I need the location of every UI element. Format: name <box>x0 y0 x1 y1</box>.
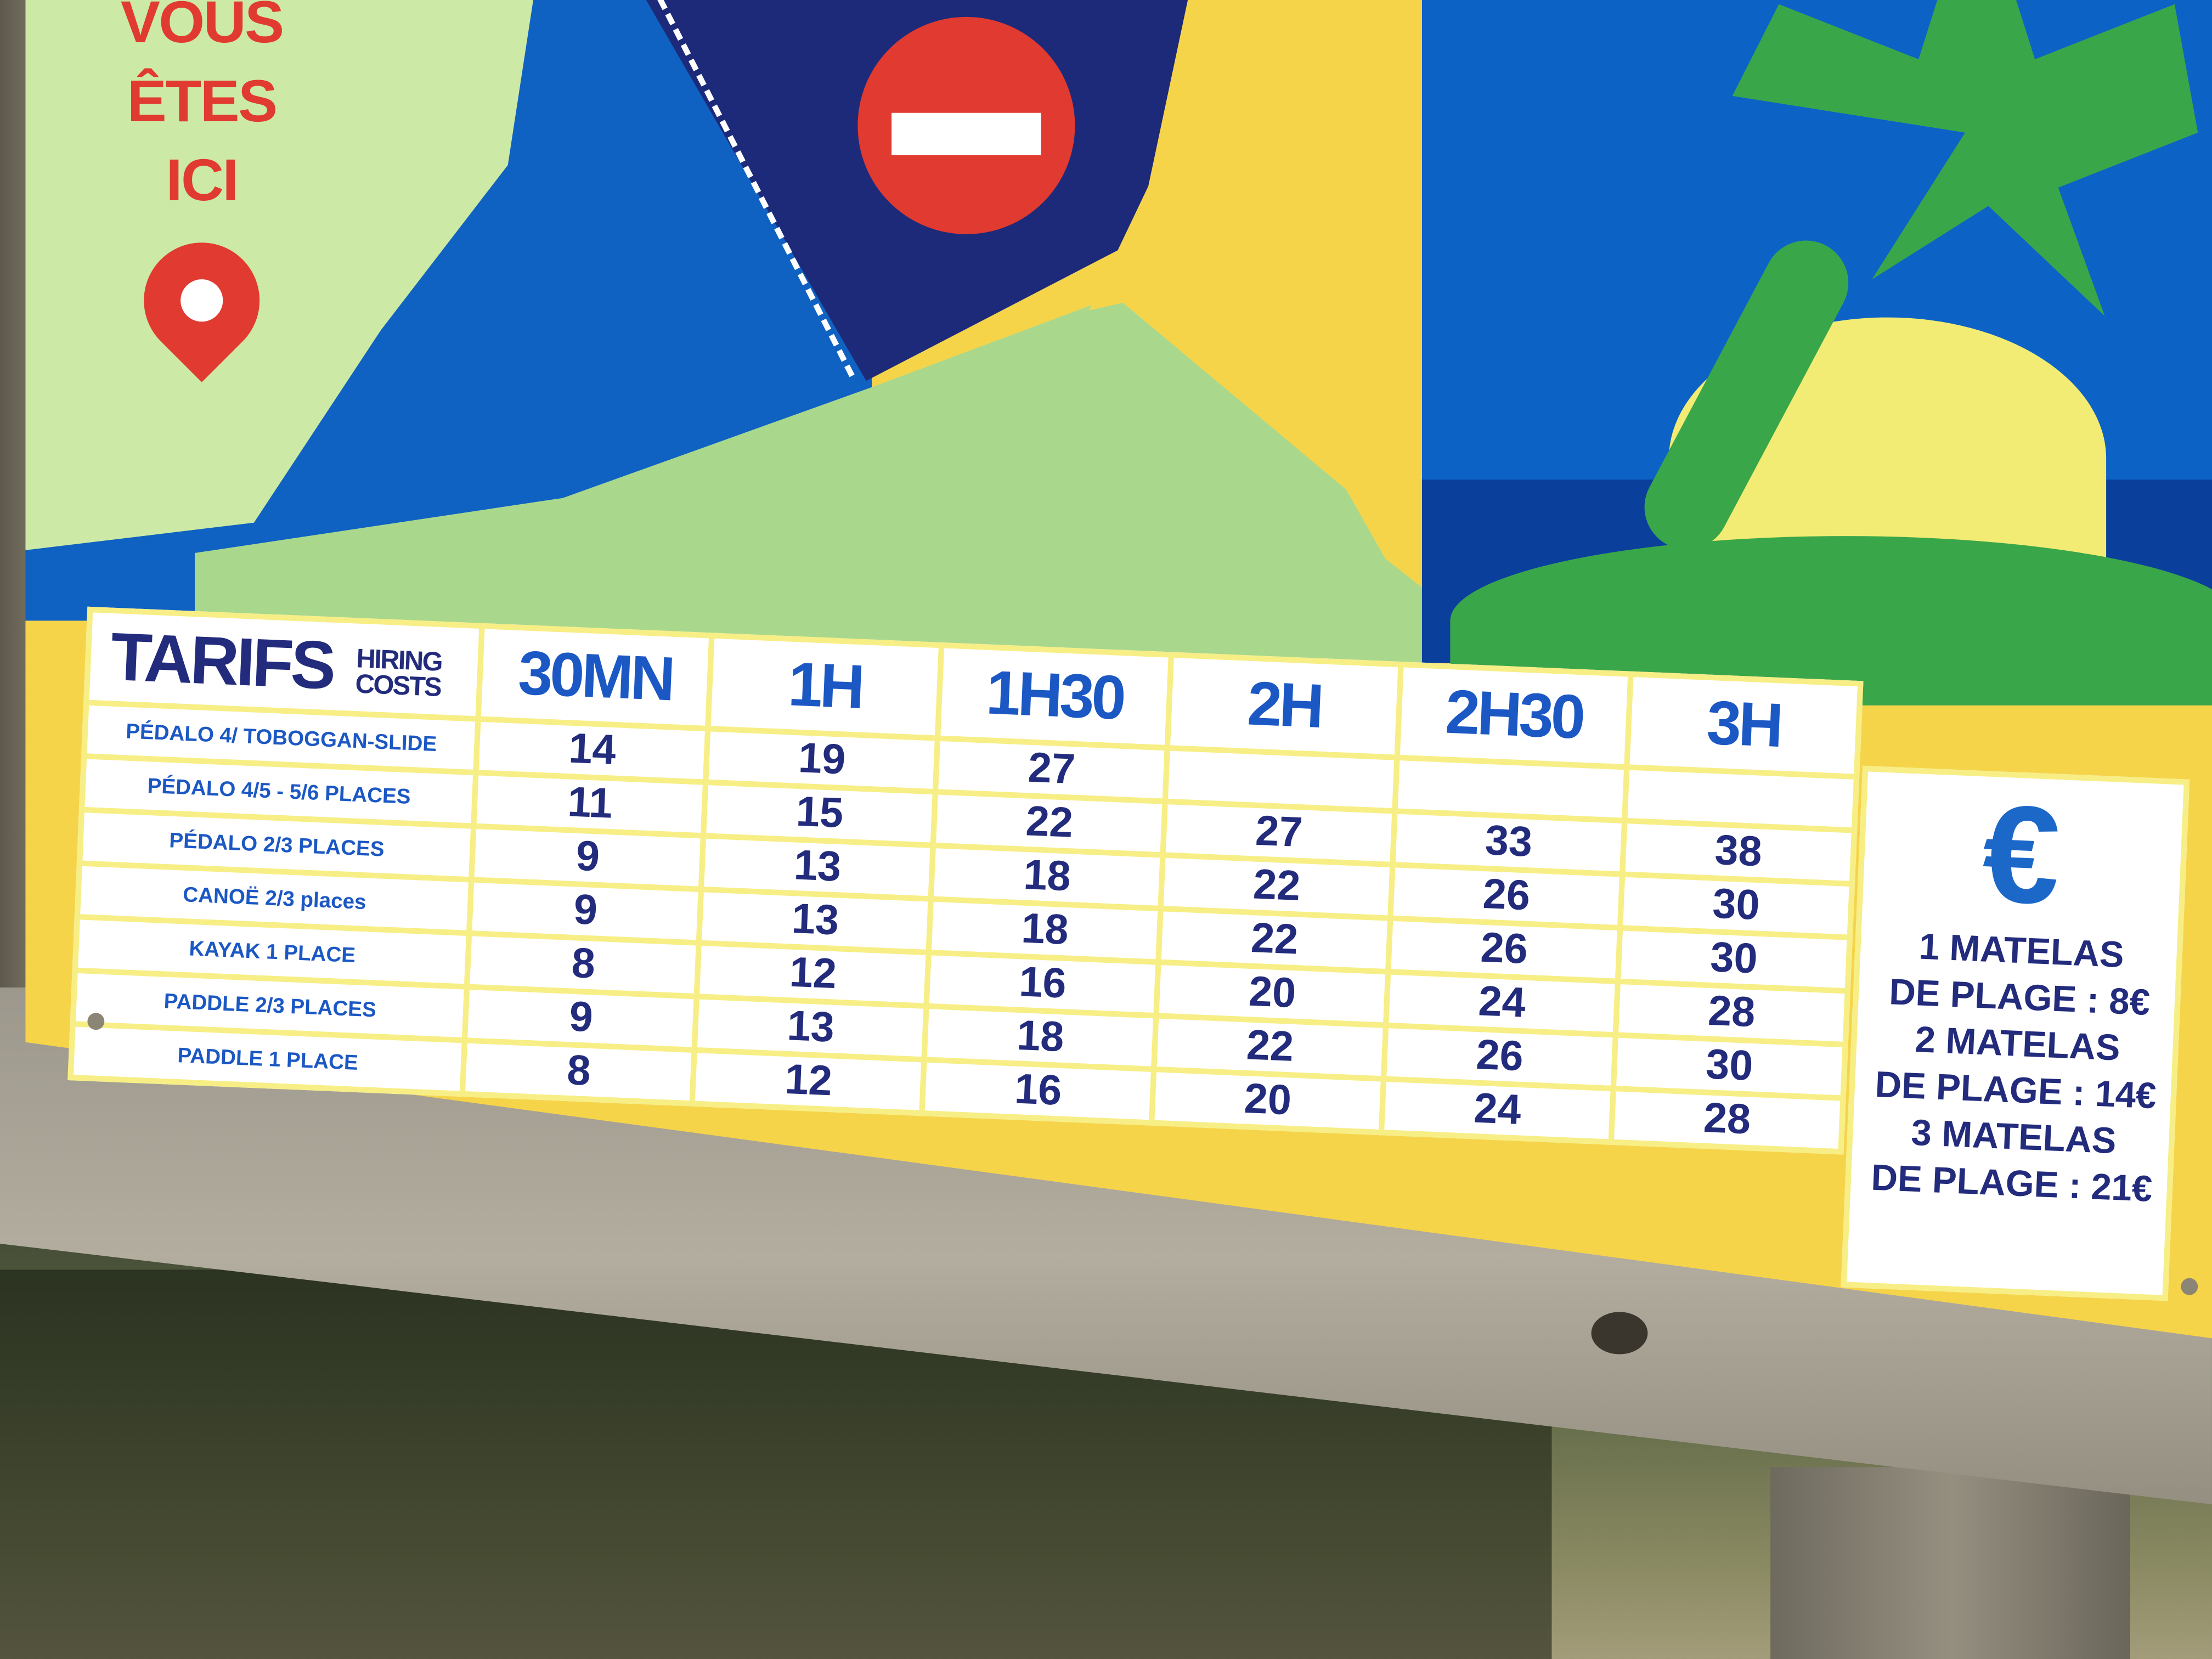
price-cell: 26 <box>1388 918 1621 981</box>
column-header: 2H <box>1167 654 1401 758</box>
price-cell: 27 <box>935 738 1168 802</box>
tarifs-title: TARIFS <box>109 619 335 704</box>
price-cell: 26 <box>1390 865 1623 928</box>
you-are-here-line: VOUS <box>120 0 284 55</box>
price-cell: 18 <box>924 1006 1156 1069</box>
price-cell <box>1395 757 1627 821</box>
price-cell: 26 <box>1384 1025 1616 1089</box>
price-table: TARIFS HIRING COSTS 30MN 1H 1H30 2H 2H30 3H P… <box>63 606 2190 1301</box>
you-are-here-line: ICI <box>166 146 239 213</box>
price-cell: 22 <box>933 792 1166 855</box>
column-header: 1H <box>708 635 942 738</box>
price-cell: 30 <box>1618 928 1850 991</box>
price-cell: 15 <box>703 782 936 845</box>
price-cell: 22 <box>1154 1015 1386 1079</box>
price-cell: 8 <box>462 1040 695 1104</box>
you-are-here-label: VOUS ÊTES ICI <box>110 0 294 220</box>
price-cell: 19 <box>706 729 938 792</box>
price-cell: 20 <box>1156 962 1389 1025</box>
price-cell: 18 <box>929 899 1161 962</box>
price-cell: 9 <box>465 986 697 1050</box>
screw <box>2181 1278 2198 1295</box>
price-cell: 13 <box>695 996 927 1060</box>
screw <box>87 1013 105 1030</box>
price-cell: 22 <box>1158 909 1391 972</box>
table-title: TARIFS HIRING COSTS <box>86 610 483 719</box>
price-cell: 30 <box>1613 1035 1846 1098</box>
price-cell: 14 <box>476 719 708 782</box>
price-cell: 12 <box>692 1049 925 1114</box>
wooden-post <box>1770 1467 2130 1659</box>
price-cell: 38 <box>1622 820 1854 884</box>
price-cell: 8 <box>467 933 699 997</box>
price-cell: 16 <box>922 1059 1154 1123</box>
price-cell: 28 <box>1615 981 1848 1045</box>
price-cell: 13 <box>699 889 932 953</box>
column-header: 3H <box>1627 674 1861 777</box>
you-are-here-line: ÊTES <box>127 67 278 134</box>
price-cell <box>1165 748 1397 811</box>
price-cell: 30 <box>1620 874 1852 938</box>
price-cell: 28 <box>1611 1088 1843 1152</box>
mattress-prices: 1 MATELAS DE PLAGE : 8€ 2 MATELAS DE PLA… <box>1853 921 2180 1214</box>
euro-icon: € <box>1979 775 2063 934</box>
price-cell: 9 <box>472 826 704 890</box>
price-cell: 13 <box>701 836 934 899</box>
no-entry-bar <box>891 112 1041 155</box>
wood-knot <box>1591 1312 1648 1355</box>
price-cell: 27 <box>1163 801 1395 865</box>
price-cell: 12 <box>697 943 929 1006</box>
column-header: 30MN <box>478 626 713 729</box>
price-cell: 16 <box>927 952 1159 1016</box>
price-cell: 20 <box>1152 1069 1384 1133</box>
price-cell: 24 <box>1386 972 1618 1035</box>
price-cell: 22 <box>1160 855 1393 918</box>
price-cell: 11 <box>474 772 706 836</box>
price-cell: 9 <box>469 879 702 943</box>
price-cell: 18 <box>931 845 1163 909</box>
price-cell: 24 <box>1381 1079 1613 1142</box>
hiring-costs-subtitle: HIRING COSTS <box>354 645 443 703</box>
beach-map: VOUS ÊTES ICI <box>25 0 2212 706</box>
subtitle-line: COSTS <box>354 670 442 703</box>
price-cell: 33 <box>1392 811 1625 874</box>
location-pin-dot <box>172 270 232 330</box>
column-header: 2H30 <box>1397 664 1631 768</box>
column-header: 1H30 <box>938 645 1172 748</box>
price-cell <box>1624 767 1857 831</box>
